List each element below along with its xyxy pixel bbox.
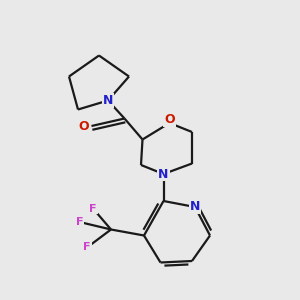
Text: O: O [164,113,175,126]
Text: O: O [79,119,89,133]
Text: F: F [89,203,97,214]
Text: N: N [158,167,169,181]
Text: N: N [190,200,200,214]
Text: N: N [103,94,113,107]
Text: F: F [83,242,91,253]
Text: F: F [76,217,83,227]
